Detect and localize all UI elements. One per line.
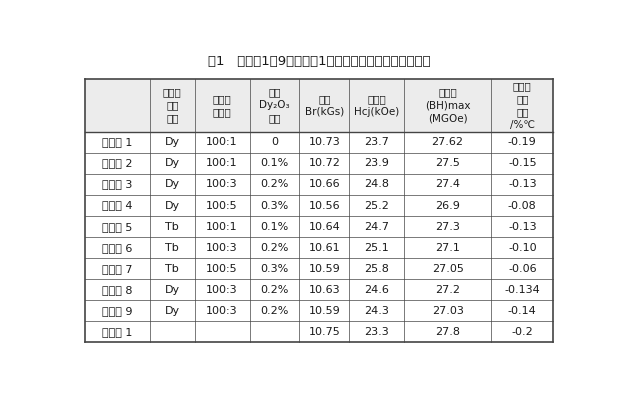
Text: 24.6: 24.6	[364, 285, 389, 295]
Text: -0.19: -0.19	[508, 138, 536, 147]
Text: 10.56: 10.56	[308, 200, 340, 211]
Text: Dy: Dy	[164, 158, 180, 169]
Text: 实施例 5: 实施例 5	[102, 222, 133, 231]
Text: Dy: Dy	[164, 285, 180, 295]
Text: 0: 0	[271, 138, 278, 147]
Text: 0.2%: 0.2%	[260, 242, 288, 253]
Text: 27.62: 27.62	[432, 138, 464, 147]
Text: 主副合
金比例: 主副合 金比例	[213, 94, 232, 117]
Text: 100:1: 100:1	[206, 222, 238, 231]
Text: 10.64: 10.64	[308, 222, 340, 231]
Text: 100:3: 100:3	[206, 180, 238, 189]
Text: Tb: Tb	[166, 222, 179, 231]
Text: 27.1: 27.1	[435, 242, 460, 253]
Text: 实施例 7: 实施例 7	[102, 264, 133, 274]
Text: 实施例 4: 实施例 4	[102, 200, 133, 211]
Text: 实施例 1: 实施例 1	[102, 138, 133, 147]
Text: 实施例 9: 实施例 9	[102, 306, 133, 316]
Text: 23.7: 23.7	[364, 138, 389, 147]
Text: 0.2%: 0.2%	[260, 285, 288, 295]
Text: 23.3: 23.3	[364, 327, 389, 337]
Text: Dy: Dy	[164, 180, 180, 189]
Text: 25.8: 25.8	[364, 264, 389, 274]
Text: 10.66: 10.66	[308, 180, 340, 189]
Text: 25.1: 25.1	[364, 242, 389, 253]
Text: 100:5: 100:5	[206, 200, 238, 211]
Text: 27.5: 27.5	[435, 158, 460, 169]
Text: Dy: Dy	[164, 200, 180, 211]
Text: 100:3: 100:3	[206, 285, 238, 295]
Text: 27.4: 27.4	[435, 180, 460, 189]
Text: 27.03: 27.03	[432, 306, 464, 316]
Text: 24.7: 24.7	[364, 222, 389, 231]
Bar	[85, 132, 553, 342]
Text: -0.08: -0.08	[508, 200, 536, 211]
Text: 对比例 1: 对比例 1	[102, 327, 133, 337]
Text: 27.8: 27.8	[435, 327, 460, 337]
Text: 100:1: 100:1	[206, 158, 238, 169]
Text: Tb: Tb	[166, 264, 179, 274]
Text: 27.2: 27.2	[435, 285, 460, 295]
Text: 矫顽力
温度
系数
/%℃: 矫顽力 温度 系数 /%℃	[510, 81, 535, 130]
Text: 实施例 8: 实施例 8	[102, 285, 133, 295]
Text: 10.73: 10.73	[308, 138, 340, 147]
Text: -0.13: -0.13	[508, 180, 536, 189]
Text: 0.3%: 0.3%	[260, 200, 288, 211]
Text: 100:3: 100:3	[206, 306, 238, 316]
Bar	[85, 79, 553, 132]
Text: 0.1%: 0.1%	[260, 158, 288, 169]
Text: 磁能积
(BH)max
(MGOe): 磁能积 (BH)max (MGOe)	[425, 88, 470, 123]
Text: Dy: Dy	[164, 306, 180, 316]
Text: 10.59: 10.59	[308, 306, 340, 316]
Text: 10.59: 10.59	[308, 264, 340, 274]
Text: -0.13: -0.13	[508, 222, 536, 231]
Text: 23.9: 23.9	[364, 158, 389, 169]
Text: 实施例 6: 实施例 6	[102, 242, 133, 253]
Text: 26.9: 26.9	[435, 200, 460, 211]
Text: 25.2: 25.2	[364, 200, 389, 211]
Text: 0.2%: 0.2%	[260, 180, 288, 189]
Text: Tb: Tb	[166, 242, 179, 253]
Text: 10.75: 10.75	[308, 327, 340, 337]
Text: 掺入重
稀土
种类: 掺入重 稀土 种类	[163, 88, 182, 123]
Text: -0.06: -0.06	[508, 264, 536, 274]
Text: -0.10: -0.10	[508, 242, 536, 253]
Text: 实施例 3: 实施例 3	[102, 180, 133, 189]
Text: 10.63: 10.63	[308, 285, 340, 295]
Text: 掺入
Dy₂O₃
比例: 掺入 Dy₂O₃ 比例	[259, 88, 290, 123]
Text: Dy: Dy	[164, 138, 180, 147]
Text: -0.134: -0.134	[505, 285, 540, 295]
Text: 100:1: 100:1	[206, 138, 238, 147]
Text: 27.3: 27.3	[435, 222, 460, 231]
Text: 24.8: 24.8	[364, 180, 389, 189]
Text: -0.14: -0.14	[508, 306, 536, 316]
Text: 100:5: 100:5	[206, 264, 238, 274]
Text: 矫顽力
Hcj(kOe): 矫顽力 Hcj(kOe)	[354, 94, 399, 117]
Text: 0.2%: 0.2%	[260, 306, 288, 316]
Text: 表1   实施例1～9和对比例1所得钐钴永磁体磁性能对比表: 表1 实施例1～9和对比例1所得钐钴永磁体磁性能对比表	[208, 55, 430, 68]
Text: 24.3: 24.3	[364, 306, 389, 316]
Text: 0.3%: 0.3%	[260, 264, 288, 274]
Text: 剩磁
Br(kGs): 剩磁 Br(kGs)	[305, 94, 344, 117]
Text: 10.72: 10.72	[308, 158, 340, 169]
Text: -0.15: -0.15	[508, 158, 536, 169]
Text: -0.2: -0.2	[511, 327, 533, 337]
Text: 0.1%: 0.1%	[260, 222, 288, 231]
Text: 实施例 2: 实施例 2	[102, 158, 133, 169]
Text: 100:3: 100:3	[206, 242, 238, 253]
Text: 10.61: 10.61	[308, 242, 340, 253]
Text: 27.05: 27.05	[432, 264, 464, 274]
